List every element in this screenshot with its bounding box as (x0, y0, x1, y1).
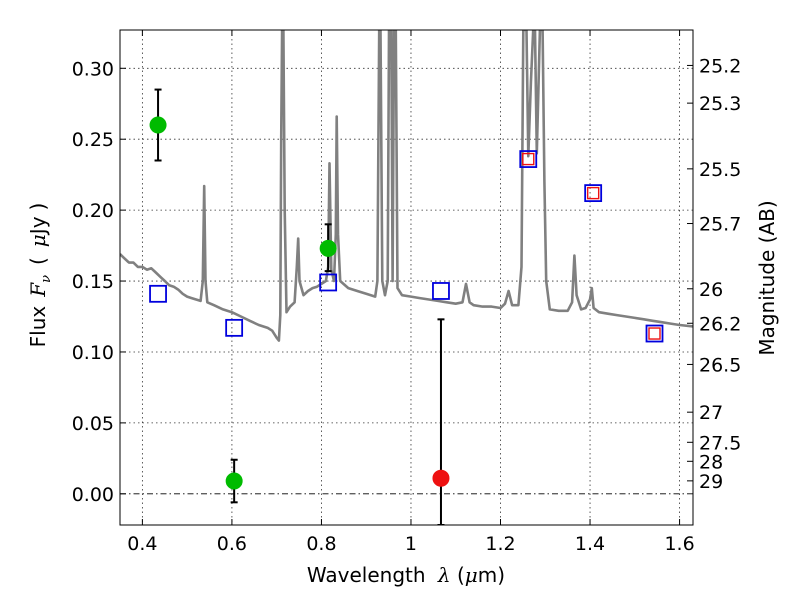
model-flux-inner-box (586, 186, 600, 200)
y-tick-label: 0.05 (72, 413, 114, 435)
x-tick-label: 1.4 (575, 533, 605, 555)
model-flux-box (432, 282, 450, 300)
y2-tick-label: 25.5 (699, 159, 741, 181)
x-tick-label: 1 (405, 533, 417, 555)
y2-tick-label: 26 (699, 279, 723, 301)
model-flux-box (225, 318, 244, 337)
x-tick-label: 1.2 (485, 533, 515, 555)
y2-tick-label: 25.2 (699, 55, 741, 77)
y2-tick-label: 29 (699, 471, 723, 493)
plot-frame (119, 29, 694, 526)
x-tick-label: 1.6 (664, 533, 694, 555)
y-tick-label: 0.25 (72, 129, 114, 151)
x-tick-label: 0.4 (127, 533, 157, 555)
observed-flux-point (225, 472, 243, 490)
y-tick-label: 0.00 (72, 484, 114, 506)
model-flux-inner-box (522, 152, 535, 166)
y2-tick-label: 26.2 (699, 313, 741, 335)
y2-tick-label: 25.7 (699, 214, 741, 236)
y2-tick-label: 28 (699, 451, 723, 473)
y2-tick-label: 26.5 (699, 354, 741, 376)
model-flux-box (319, 273, 338, 292)
observed-flux-point (319, 239, 337, 257)
plot-area (120, 30, 693, 525)
grid-lines (120, 30, 693, 525)
x-tick-label: 0.6 (217, 533, 247, 555)
model-flux-box (519, 150, 538, 168)
model-flux-box (584, 184, 603, 203)
y-axis-label: FluxFν(μJy) (26, 203, 54, 348)
model-flux-inner-box (648, 327, 661, 340)
nondetection-flux-point (432, 469, 450, 487)
y2-tick-label: 27.5 (699, 432, 741, 454)
y2-axis-label: Magnitude (AB) (755, 200, 779, 355)
y2-tick-label: 25.3 (699, 93, 741, 115)
observed-flux-point (149, 116, 167, 134)
y-tick-label: 0.15 (72, 271, 114, 293)
x-tick-label: 0.8 (306, 533, 336, 555)
y-tick-label: 0.30 (72, 58, 114, 80)
x-axis-label: Wavelength λ (μm) (307, 563, 505, 587)
axis-ticks: 0.4 0.6 0.8 1 1.2 1.4 1.6 0.00 0.05 0.10 0.15 0.20 0… (72, 30, 741, 555)
y-tick-label: 0.20 (72, 200, 114, 222)
template-spectrum-line (120, 30, 693, 342)
model-flux-box (645, 324, 664, 343)
y2-tick-label: 27 (699, 402, 723, 424)
y-tick-label: 0.10 (72, 342, 114, 364)
model-flux-box (149, 284, 167, 303)
